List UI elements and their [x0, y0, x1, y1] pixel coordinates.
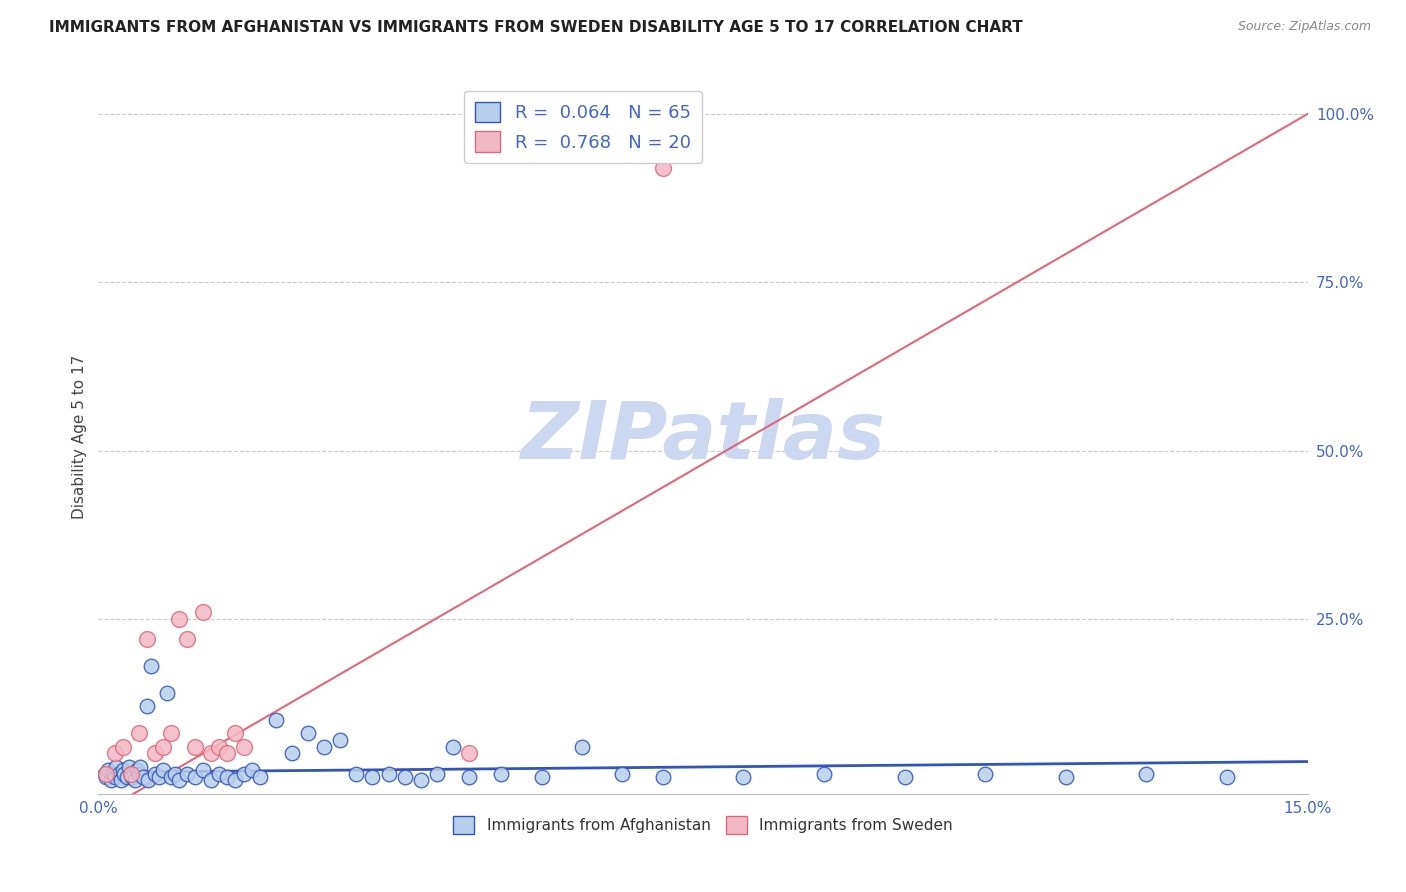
Point [105, 760, 128, 774]
Point [193, 764, 215, 778]
Point [974, 766, 997, 780]
Point [163, 766, 186, 780]
Point [138, 773, 160, 788]
Point [152, 739, 174, 754]
Point [733, 770, 755, 784]
Point [409, 773, 432, 788]
Point [112, 766, 135, 780]
Point [167, 612, 190, 626]
Point [249, 770, 271, 784]
Point [232, 766, 254, 780]
Point [120, 766, 142, 780]
Point [115, 770, 138, 784]
Point [128, 726, 150, 740]
Point [176, 766, 198, 780]
Point [530, 770, 553, 784]
Point [100, 773, 122, 788]
Point [314, 739, 336, 754]
Point [128, 766, 150, 780]
Point [651, 161, 673, 175]
Point [491, 766, 513, 780]
Point [132, 770, 155, 784]
Point [394, 770, 416, 784]
Point [110, 773, 132, 788]
Point [103, 770, 125, 784]
Point [224, 773, 246, 788]
Point [612, 766, 634, 780]
Text: IMMIGRANTS FROM AFGHANISTAN VS IMMIGRANTS FROM SWEDEN DISABILITY AGE 5 TO 17 COR: IMMIGRANTS FROM AFGHANISTAN VS IMMIGRANT… [49, 20, 1024, 35]
Point [135, 632, 157, 646]
Point [344, 766, 367, 780]
Point [124, 773, 146, 788]
Point [232, 739, 254, 754]
Point [441, 739, 464, 754]
Point [1054, 770, 1077, 784]
Point [813, 766, 835, 780]
Point [143, 766, 166, 780]
Point [571, 739, 593, 754]
Point [156, 686, 179, 700]
Point [160, 726, 183, 740]
Point [129, 760, 152, 774]
Point [426, 766, 449, 780]
Point [184, 770, 207, 784]
Point [143, 747, 166, 761]
Point [97, 764, 120, 778]
Point [96, 770, 118, 784]
Point [96, 766, 118, 780]
Point [148, 770, 170, 784]
Point [193, 605, 215, 619]
Point [264, 713, 287, 727]
Point [176, 632, 198, 646]
Point [101, 766, 124, 780]
Point [377, 766, 399, 780]
Point [160, 770, 183, 784]
Point [167, 773, 190, 788]
Point [329, 733, 352, 747]
Point [208, 739, 231, 754]
Point [224, 726, 246, 740]
Point [184, 739, 207, 754]
Point [458, 747, 481, 761]
Point [458, 770, 481, 784]
Point [217, 770, 239, 784]
Point [135, 699, 157, 714]
Point [240, 764, 263, 778]
Point [111, 739, 134, 754]
Point [893, 770, 915, 784]
Text: Source: ZipAtlas.com: Source: ZipAtlas.com [1237, 20, 1371, 33]
Y-axis label: Disability Age 5 to 17: Disability Age 5 to 17 [72, 355, 87, 519]
Point [139, 659, 162, 673]
Point [651, 770, 673, 784]
Legend: Immigrants from Afghanistan, Immigrants from Sweden: Immigrants from Afghanistan, Immigrants … [447, 810, 959, 839]
Point [200, 773, 222, 788]
Point [1216, 770, 1239, 784]
Point [94, 766, 117, 780]
Point [127, 764, 149, 778]
Point [111, 764, 134, 778]
Point [297, 726, 319, 740]
Point [361, 770, 384, 784]
Point [107, 766, 129, 780]
Point [118, 760, 141, 774]
Point [281, 747, 304, 761]
Text: ZIPatlas: ZIPatlas [520, 398, 886, 476]
Point [1135, 766, 1157, 780]
Point [120, 766, 142, 780]
Point [200, 747, 222, 761]
Point [208, 766, 231, 780]
Point [152, 764, 174, 778]
Point [103, 747, 125, 761]
Point [217, 747, 239, 761]
Point [121, 770, 143, 784]
